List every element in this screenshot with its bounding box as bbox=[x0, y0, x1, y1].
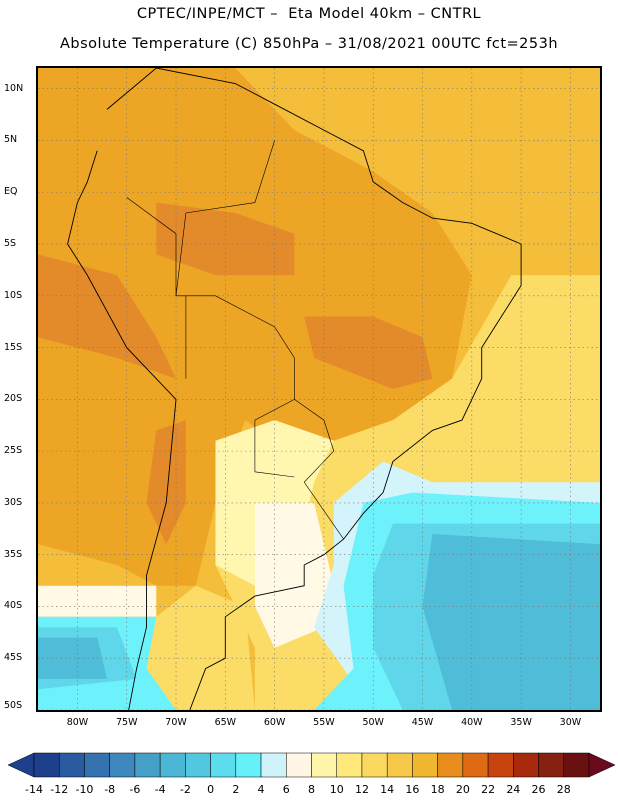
colorbar-right-arrow bbox=[588, 752, 616, 778]
colorbar-swatch bbox=[134, 752, 161, 778]
field-band-cream bbox=[254, 502, 334, 648]
colorbar-swatch bbox=[58, 752, 85, 778]
longitude-tick-label: 40W bbox=[461, 717, 483, 728]
latitude-tick-label: EQ bbox=[4, 186, 18, 198]
colorbar-swatch bbox=[412, 752, 438, 778]
latitude-tick-label: 35S bbox=[4, 548, 23, 560]
colorbar-swatch bbox=[311, 752, 337, 778]
colorbar-swatch bbox=[210, 752, 237, 778]
colorbar-tick-label: -14 bbox=[25, 783, 43, 796]
longitude-tick-label: 35W bbox=[510, 717, 532, 728]
longitude-tick-label: 30W bbox=[559, 717, 582, 728]
latitude-tick-label: 20S bbox=[4, 393, 23, 405]
latitude-tick-label: 5S bbox=[4, 238, 17, 250]
colorbar-swatch bbox=[361, 752, 388, 778]
longitude-tick-label: 75W bbox=[115, 717, 138, 728]
colorbar bbox=[7, 752, 616, 778]
colorbar-left-arrow bbox=[7, 752, 35, 778]
longitude-tick-label: 70W bbox=[165, 717, 187, 728]
field-band-blue bbox=[422, 534, 600, 710]
latitude-tick-label: 30S bbox=[4, 496, 23, 508]
colorbar-swatch bbox=[336, 752, 363, 778]
latitude-tick-label: 15S bbox=[4, 341, 23, 353]
colorbar-swatch bbox=[260, 752, 287, 778]
colorbar-tick-label: -4 bbox=[154, 783, 166, 796]
latitude-tick-label: 10S bbox=[4, 289, 23, 301]
colorbar-tick-label: 0 bbox=[207, 783, 215, 796]
colorbar-swatch bbox=[33, 752, 60, 778]
country-border bbox=[254, 399, 295, 421]
colorbar-swatch bbox=[386, 752, 413, 778]
colorbar-tick-label: 4 bbox=[257, 783, 265, 796]
colorbar-swatch bbox=[84, 752, 110, 778]
colorbar-tick-label: 8 bbox=[308, 783, 315, 796]
colorbar-swatch bbox=[109, 752, 136, 778]
longitude-tick-label: 80W bbox=[66, 717, 89, 728]
latitude-tick-label: 25S bbox=[4, 445, 23, 457]
colorbar-tick-label: 18 bbox=[430, 783, 445, 796]
longitude-tick-label: 45W bbox=[411, 717, 434, 728]
colorbar-swatch bbox=[513, 752, 539, 778]
colorbar-swatch bbox=[462, 752, 489, 778]
graticule bbox=[38, 68, 600, 710]
field-band-yellow-patagonia bbox=[146, 585, 255, 710]
field-band-blue-southwest bbox=[38, 637, 107, 679]
colorbar-tick-label: 26 bbox=[531, 783, 546, 796]
latitude-tick-label: 50S bbox=[4, 700, 23, 711]
colorbar-swatch bbox=[563, 752, 590, 778]
latitude-tick-label: 10N bbox=[4, 82, 24, 94]
colorbar-tick-label: -2 bbox=[179, 783, 191, 796]
colorbar-tick-label: 20 bbox=[455, 783, 470, 796]
colorbar-swatch bbox=[437, 752, 464, 778]
colorbar-tick-label: -12 bbox=[50, 783, 69, 796]
longitude-tick-label: 55W bbox=[313, 717, 335, 728]
latitude-tick-label: 45S bbox=[4, 652, 23, 664]
colorbar-tick-label: 10 bbox=[329, 783, 344, 796]
field-band-deep-orange-north bbox=[156, 202, 295, 276]
colorbar-tick-label: 14 bbox=[380, 783, 395, 796]
colorbar-tick-label: 24 bbox=[506, 783, 521, 796]
country-border bbox=[126, 197, 177, 296]
latitude-tick-label: 5N bbox=[4, 134, 18, 146]
map-subtitle: Absolute Temperature (C) 850hPa – 31/08/… bbox=[59, 36, 559, 52]
country-border bbox=[175, 140, 344, 540]
colorbar-tick-label: 12 bbox=[354, 783, 369, 796]
longitude-tick-label: 60W bbox=[263, 717, 286, 728]
colorbar-swatch bbox=[159, 752, 186, 778]
colorbar-swatch bbox=[538, 752, 565, 778]
colorbar-swatch bbox=[286, 752, 312, 778]
longitude-tick-label: 65W bbox=[214, 717, 237, 728]
map-field bbox=[38, 68, 600, 710]
colorbar-tick-label: 22 bbox=[481, 783, 496, 796]
temperature-map bbox=[36, 66, 602, 712]
colorbar-swatch bbox=[185, 752, 211, 778]
colorbar-tick-label: -6 bbox=[129, 783, 141, 796]
colorbar-swatch bbox=[235, 752, 262, 778]
colorbar-tick-label: 28 bbox=[556, 783, 571, 796]
colorbar-tick-label: 2 bbox=[232, 783, 240, 796]
colorbar-tick-label: 6 bbox=[282, 783, 290, 796]
colorbar-tick-label: -8 bbox=[104, 783, 116, 796]
field-band-cream-2 bbox=[38, 585, 157, 617]
longitude-tick-label: 50W bbox=[362, 717, 384, 728]
colorbar-swatch bbox=[487, 752, 514, 778]
country-border bbox=[254, 420, 295, 478]
map-title: CPTEC/INPE/MCT – Eta Model 40km – CNTRL bbox=[136, 6, 482, 22]
colorbar-tick-label: -10 bbox=[75, 783, 94, 796]
field-band-deep-orange-center bbox=[304, 316, 433, 389]
latitude-tick-label: 40S bbox=[4, 600, 23, 612]
field-band-orange bbox=[38, 68, 472, 586]
colorbar-tick-label: 16 bbox=[405, 783, 420, 796]
coastline-outline bbox=[67, 68, 522, 710]
